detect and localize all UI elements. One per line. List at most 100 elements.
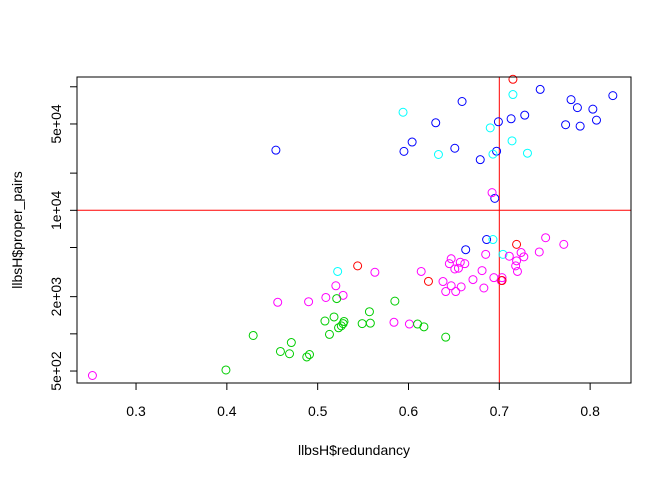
data-point [566, 95, 576, 105]
data-point [304, 350, 314, 360]
data-point [481, 249, 491, 259]
data-point [389, 317, 399, 327]
data-point [575, 121, 585, 131]
data-point [493, 117, 503, 127]
data-point [336, 321, 346, 331]
data-point [248, 330, 258, 340]
y-tick-label: 5e+02 [48, 351, 64, 391]
data-point [511, 261, 521, 271]
data-point [450, 143, 460, 153]
data-point [423, 276, 433, 286]
x-tick-label: 0.8 [580, 403, 600, 419]
data-point [488, 235, 498, 245]
data-point [559, 239, 569, 249]
data-point [419, 322, 429, 332]
data-point [497, 276, 507, 286]
data-point [321, 292, 331, 302]
data-point [399, 146, 409, 156]
data-point [271, 145, 281, 155]
data-point [365, 318, 375, 328]
data-point [332, 294, 342, 304]
data-point [457, 97, 467, 107]
data-point [441, 332, 451, 342]
data-point [512, 256, 522, 266]
data-point [333, 266, 343, 276]
data-point [456, 282, 466, 292]
data-point [588, 104, 598, 114]
data-point [572, 103, 582, 113]
data-point [413, 319, 423, 329]
data-point [302, 352, 312, 362]
data-point [353, 261, 363, 271]
data-point [87, 371, 97, 381]
data-point [504, 251, 514, 261]
data-point [441, 287, 451, 297]
data-point [508, 90, 518, 100]
data-point [364, 307, 374, 317]
data-point [477, 266, 487, 276]
reference-lines [77, 77, 631, 383]
data-point [482, 235, 492, 245]
data-point [479, 283, 489, 293]
data-point [519, 252, 529, 262]
data-point [561, 120, 571, 130]
data-point [488, 149, 498, 159]
data-point [431, 118, 441, 128]
data-point [285, 349, 295, 359]
data-point [534, 247, 544, 257]
data-point [444, 259, 454, 269]
y-tick-label: 2e+03 [48, 277, 64, 317]
y-axis-title: llbsH$proper_pairs [9, 171, 25, 289]
data-point [453, 263, 463, 273]
x-tick-label: 0.3 [126, 403, 146, 419]
data-point [221, 365, 231, 375]
x-tick-label: 0.6 [399, 403, 419, 419]
data-point [608, 91, 618, 101]
x-tick-label: 0.5 [308, 403, 328, 419]
data-point [398, 107, 408, 117]
data-point [407, 137, 417, 147]
data-point [591, 115, 601, 125]
data-point [475, 155, 485, 165]
data-point [370, 267, 380, 277]
data-point [487, 188, 497, 198]
data-point [390, 296, 400, 306]
x-tick-label: 0.7 [490, 403, 510, 419]
data-point [438, 277, 448, 287]
data-point [451, 287, 461, 297]
x-axis: 0.3 0.4 0.5 0.6 0.7 0.8 [126, 382, 600, 419]
data-point [460, 259, 470, 269]
data-point [339, 316, 349, 326]
data-point [508, 74, 518, 84]
data-point [450, 264, 460, 274]
data-point [461, 245, 471, 255]
data-point [506, 114, 516, 124]
x-axis-title: llbsH$redundancy [298, 442, 410, 458]
data-point [304, 297, 314, 307]
data-point [455, 257, 465, 267]
y-tick-label: 5e+04 [48, 104, 64, 144]
data-point [520, 110, 530, 120]
data-point [512, 239, 522, 249]
data-point [512, 266, 522, 276]
data-point [433, 150, 443, 160]
data-point [498, 249, 508, 259]
data-point [490, 193, 500, 203]
data-point [541, 233, 551, 243]
data-point [273, 297, 283, 307]
data-point [331, 281, 341, 291]
y-axis: 5e+02 2e+03 1e+04 5e+04 [48, 86, 78, 391]
data-point [485, 123, 495, 133]
data-point [329, 312, 339, 322]
data-point [507, 136, 517, 146]
data-point [286, 338, 296, 348]
data-point [324, 329, 334, 339]
data-point [275, 346, 285, 356]
data-point [497, 273, 507, 283]
data-point [320, 316, 330, 326]
data-point [468, 275, 478, 285]
data-point [446, 254, 456, 264]
data-point [522, 148, 532, 158]
